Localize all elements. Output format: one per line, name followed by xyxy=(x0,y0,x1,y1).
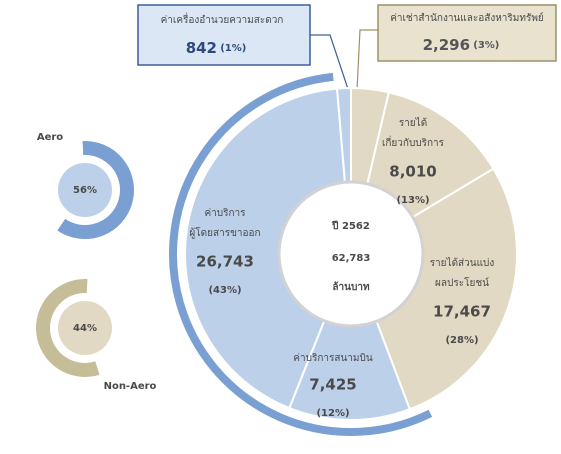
slice-percent: (13%) xyxy=(396,195,429,206)
slice-value: 2,296 xyxy=(423,36,470,54)
center-total: 62,783 xyxy=(332,253,371,264)
callout-box xyxy=(377,4,557,62)
center-circle xyxy=(277,180,425,328)
slice-value: 8,010 xyxy=(389,163,436,181)
center-year: ปี 2562 xyxy=(332,220,370,232)
slice-value: 26,743 xyxy=(196,253,254,271)
pie-slice xyxy=(287,251,412,421)
pie-slice xyxy=(349,167,518,411)
slice-value-line: 842 (1%) xyxy=(186,39,247,57)
group-arc xyxy=(36,279,100,377)
slice-label: ค่าบริการสนามบิน xyxy=(293,353,373,364)
slice-value-line: 2,296 (3%) xyxy=(423,36,500,54)
group-arc xyxy=(57,141,134,239)
slice-value: 17,467 xyxy=(433,303,491,321)
group-circle xyxy=(58,301,112,355)
slice-label: ค่าเครื่องอำนวยความสะดวก xyxy=(161,12,284,26)
group-circle xyxy=(58,163,112,217)
callout-box xyxy=(137,4,311,66)
group-name: Non-Aero xyxy=(104,381,157,392)
slice-value: 7,425 xyxy=(309,376,356,394)
pie-slice xyxy=(184,87,353,410)
leader-line xyxy=(356,29,378,91)
center-unit: ล้านบาท xyxy=(332,281,370,293)
slice-label: ค่าบริการ xyxy=(204,208,246,219)
slice-percent: (1%) xyxy=(220,43,246,54)
slice-percent: (3%) xyxy=(473,40,499,51)
group-percent: 44% xyxy=(73,323,97,334)
slice-label: รายได้ xyxy=(399,117,427,129)
leader-line xyxy=(310,34,350,93)
group-name: Aero xyxy=(37,132,63,143)
slice-percent: (28%) xyxy=(445,335,478,346)
slice-label: ผลประโยชน์ xyxy=(435,276,489,289)
aero-outer-arc xyxy=(169,72,433,436)
slice-label: ผู้โดยสารขาออก xyxy=(189,226,260,239)
slice-label: เกี่ยวกับบริการ xyxy=(382,135,445,149)
slice-percent: (43%) xyxy=(208,285,241,296)
group-percent: 56% xyxy=(73,185,97,196)
slice-label: ค่าเช่าสำนักงานและอสังหาริมทรัพย์ xyxy=(390,12,544,24)
slice-percent: (12%) xyxy=(316,408,349,419)
slice-value: 842 xyxy=(186,39,217,57)
slice-label: รายได้ส่วนแบ่ง xyxy=(430,257,495,269)
